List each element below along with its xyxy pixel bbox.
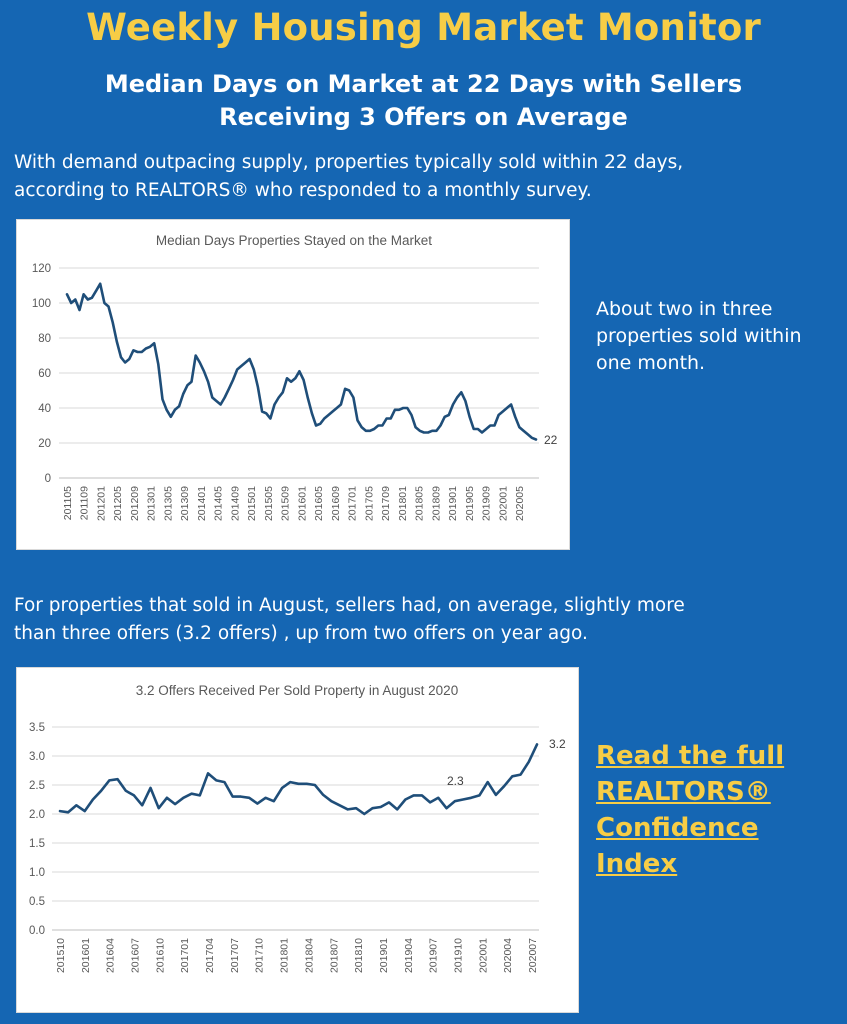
x-tick-label: 201801 [279, 938, 291, 973]
x-tick-label: 201601 [296, 486, 308, 521]
y-tick-label: 20 [38, 438, 51, 450]
x-tick-label: 201505 [263, 486, 275, 521]
x-tick-label: 201701 [347, 486, 359, 521]
cta-line: REALTORS® [596, 777, 771, 807]
x-tick-label: 201607 [130, 938, 142, 973]
subtitle-line: Median Days on Market at 22 Days with Se… [104, 70, 743, 98]
data-label: 2.3 [447, 774, 464, 788]
x-tick-label: 202001 [477, 938, 489, 973]
y-tick-label: 0.0 [29, 925, 45, 937]
y-tick-label: 0.5 [29, 896, 45, 908]
x-tick-label: 201405 [213, 486, 225, 521]
page-title: Weekly Housing Market Monitor [86, 6, 761, 49]
x-tick-label: 201604 [105, 938, 117, 973]
x-tick-label: 201109 [79, 486, 91, 520]
y-tick-label: 80 [38, 333, 51, 345]
x-tick-label: 201409 [229, 486, 241, 521]
y-tick-label: 1.0 [29, 867, 45, 879]
days-on-market-chart-panel: Median Days Properties Stayed on the Mar… [16, 219, 570, 550]
x-tick-label: 201907 [428, 938, 440, 973]
x-tick-label: 202007 [527, 938, 539, 973]
x-tick-label: 201701 [179, 938, 191, 973]
x-tick-label: 201205 [112, 486, 124, 521]
x-tick-label: 201901 [378, 938, 390, 973]
chart-title: 3.2 Offers Received Per Sold Property in… [136, 683, 458, 698]
x-tick-label: 201509 [280, 486, 292, 521]
x-tick-label: 201910 [452, 938, 464, 973]
x-tick-label: 202005 [514, 486, 526, 521]
x-tick-label: 201709 [380, 486, 392, 521]
x-tick-label: 201901 [447, 486, 459, 521]
x-tick-label: 201605 [313, 486, 325, 521]
offers-text: For properties that sold in August, sell… [14, 592, 844, 648]
y-tick-label: 2.5 [29, 780, 45, 792]
series-line [58, 743, 539, 816]
x-tick-label: 201707 [229, 938, 241, 973]
x-tick-label: 201809 [430, 486, 442, 521]
x-tick-label: 201201 [95, 486, 107, 521]
x-tick-label: 201401 [196, 486, 208, 521]
x-tick-label: 201301 [146, 486, 158, 521]
side-note-line: About two in three [596, 298, 773, 320]
intro-text: With demand outpacing supply, properties… [14, 149, 844, 205]
x-tick-label: 201105 [62, 486, 74, 520]
page-subtitle: Median Days on Market at 22 Days with Se… [0, 68, 847, 134]
y-tick-label: 1.5 [29, 838, 45, 850]
x-tick-label: 201810 [353, 938, 365, 973]
x-tick-label: 201209 [129, 486, 141, 521]
cta-line: Index [596, 849, 678, 879]
x-tick-label: 201804 [303, 938, 315, 973]
offers-text-line: For properties that sold in August, sell… [14, 595, 685, 616]
end-data-label: 3.2 [549, 737, 566, 751]
y-tick-label: 60 [38, 368, 51, 380]
x-tick-label: 201610 [154, 938, 166, 973]
x-tick-label: 201510 [55, 938, 67, 973]
x-tick-label: 201305 [162, 486, 174, 521]
y-tick-label: 120 [32, 263, 51, 275]
cta-line: Read the full [596, 741, 785, 771]
y-tick-label: 3.5 [29, 722, 45, 734]
x-tick-label: 201904 [403, 938, 415, 973]
x-tick-label: 201704 [204, 938, 216, 973]
x-tick-label: 201609 [330, 486, 342, 521]
side-note: About two in three properties sold withi… [596, 296, 846, 377]
y-tick-label: 3.0 [29, 751, 45, 763]
x-tick-label: 201705 [363, 486, 375, 521]
x-tick-label: 201905 [464, 486, 476, 521]
subtitle-line: Receiving 3 Offers on Average [219, 103, 628, 131]
x-tick-label: 201801 [397, 486, 409, 521]
side-note-line: properties sold within [596, 325, 802, 347]
y-tick-label: 40 [38, 403, 51, 415]
x-tick-label: 201805 [414, 486, 426, 521]
intro-line: according to REALTORS® who responded to … [14, 180, 592, 201]
end-data-label: 22 [544, 433, 558, 447]
y-tick-label: 100 [32, 298, 51, 310]
read-full-index-link[interactable]: Read the full REALTORS® Confidence Index [596, 738, 836, 882]
y-tick-label: 2.0 [29, 809, 45, 821]
x-tick-label: 201807 [328, 938, 340, 973]
x-tick-label: 201309 [179, 486, 191, 521]
x-tick-label: 202004 [502, 938, 514, 973]
x-tick-label: 201710 [254, 938, 266, 973]
side-note-line: one month. [596, 352, 706, 374]
offers-chart-panel: 3.2 Offers Received Per Sold Property in… [16, 667, 579, 1013]
x-tick-label: 202001 [497, 486, 509, 521]
x-tick-label: 201601 [80, 938, 92, 973]
days-on-market-chart: Median Days Properties Stayed on the Mar… [32, 233, 558, 521]
x-tick-label: 201909 [481, 486, 493, 521]
x-tick-label: 201501 [246, 486, 258, 521]
intro-line: With demand outpacing supply, properties… [14, 152, 684, 173]
cta-line: Confidence [596, 813, 759, 843]
chart-title: Median Days Properties Stayed on the Mar… [156, 233, 432, 248]
series-line [65, 282, 538, 441]
offers-text-line: than three offers (3.2 offers) , up from… [14, 623, 588, 644]
y-tick-label: 0 [45, 473, 51, 485]
offers-chart: 3.2 Offers Received Per Sold Property in… [29, 683, 566, 973]
